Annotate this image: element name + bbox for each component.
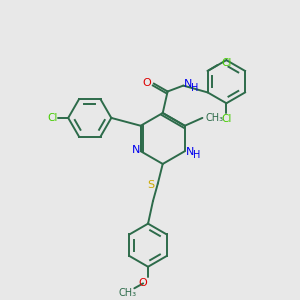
Text: CH₃: CH₃ [205, 113, 223, 123]
Text: Cl: Cl [221, 58, 232, 68]
Text: N: N [185, 147, 194, 157]
Text: H: H [191, 82, 199, 93]
Text: N: N [132, 145, 140, 155]
Text: S: S [147, 179, 155, 190]
Text: H: H [193, 150, 200, 160]
Text: Cl: Cl [221, 114, 232, 124]
Text: O: O [139, 278, 148, 288]
Text: O: O [143, 78, 152, 88]
Text: Cl: Cl [47, 113, 58, 123]
Text: N: N [184, 79, 192, 88]
Text: CH₃: CH₃ [118, 288, 136, 298]
